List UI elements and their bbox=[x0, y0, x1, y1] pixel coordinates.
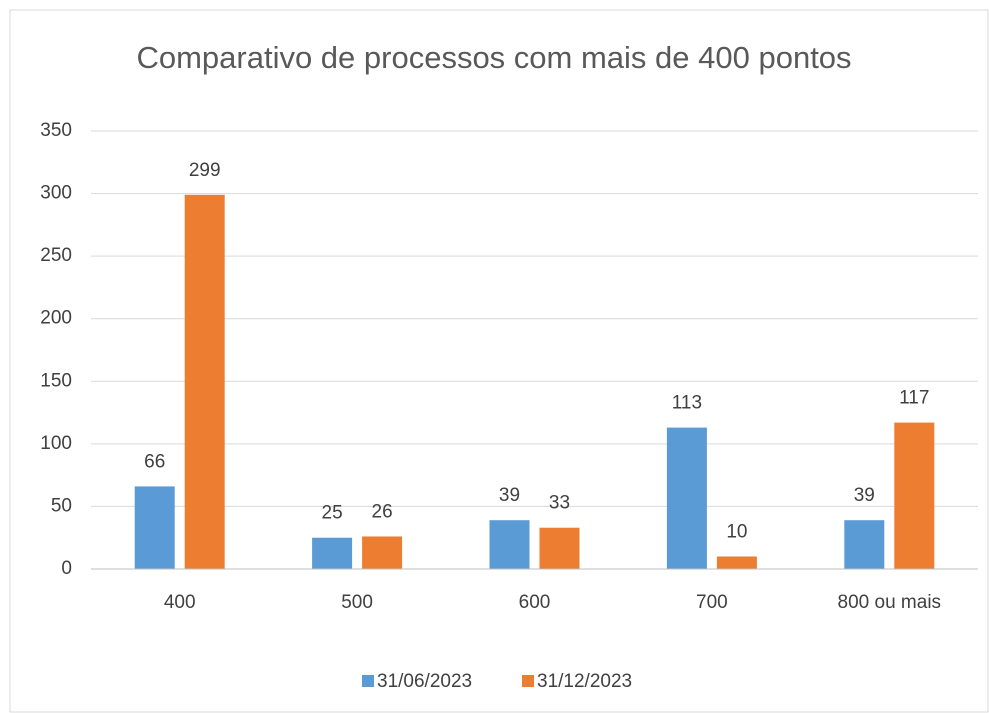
y-tick-label: 50 bbox=[51, 495, 72, 516]
bar bbox=[539, 527, 580, 569]
x-tick-label: 800 ou mais bbox=[838, 592, 942, 613]
bar bbox=[666, 427, 707, 569]
legend-swatch bbox=[362, 675, 374, 687]
legend-label: 31/12/2023 bbox=[537, 671, 632, 692]
x-tick-label: 600 bbox=[519, 592, 551, 613]
bar bbox=[894, 422, 935, 569]
data-label: 25 bbox=[322, 503, 343, 524]
y-tick-label: 150 bbox=[40, 370, 72, 391]
data-label: 26 bbox=[372, 501, 393, 522]
chart-title: Comparativo de processos com mais de 400… bbox=[136, 40, 851, 75]
bar bbox=[844, 520, 885, 569]
data-label: 117 bbox=[899, 388, 929, 409]
chart-frame bbox=[9, 9, 989, 713]
y-tick-label: 100 bbox=[40, 433, 72, 454]
data-label: 33 bbox=[549, 493, 570, 514]
x-tick-label: 500 bbox=[341, 592, 373, 613]
bar bbox=[362, 536, 403, 569]
bar bbox=[716, 556, 757, 569]
y-tick-label: 300 bbox=[40, 183, 72, 204]
bar bbox=[134, 486, 175, 569]
data-label: 66 bbox=[144, 451, 165, 472]
x-tick-label: 700 bbox=[696, 592, 728, 613]
y-tick-label: 200 bbox=[40, 308, 72, 329]
data-label: 39 bbox=[499, 485, 520, 506]
legend-label: 31/06/2023 bbox=[377, 671, 472, 692]
y-tick-label: 0 bbox=[61, 558, 72, 579]
bar bbox=[489, 520, 530, 569]
data-label: 299 bbox=[189, 160, 221, 181]
x-tick-label: 400 bbox=[164, 592, 196, 613]
data-label: 10 bbox=[726, 522, 747, 543]
data-label: 39 bbox=[854, 485, 875, 506]
data-label: 113 bbox=[672, 393, 702, 414]
bar bbox=[312, 537, 353, 569]
legend-swatch bbox=[522, 675, 534, 687]
y-tick-label: 250 bbox=[40, 245, 72, 266]
y-tick-label: 350 bbox=[40, 120, 72, 141]
bar bbox=[184, 194, 225, 569]
